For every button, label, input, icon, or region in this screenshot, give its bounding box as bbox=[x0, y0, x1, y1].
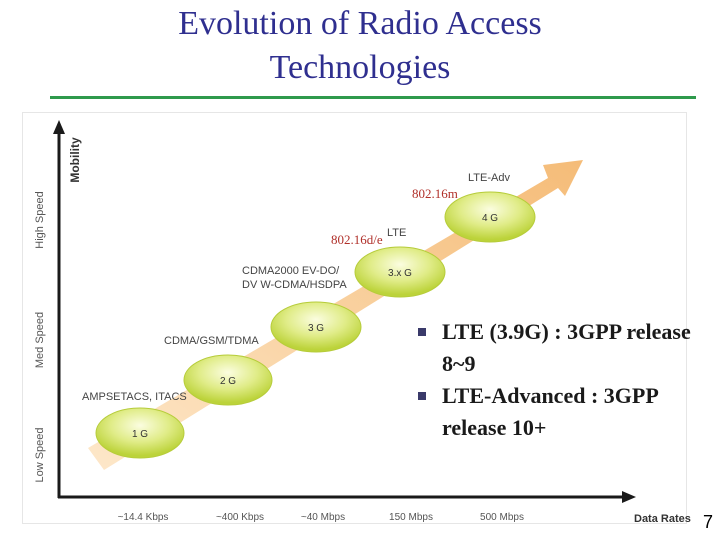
caption-2g: CDMA/GSM/TDMA bbox=[164, 335, 259, 347]
y-level-low: Low Speed bbox=[34, 427, 46, 482]
y-level-med: Med Speed bbox=[34, 312, 46, 368]
bubble-3g-label: 3 G bbox=[308, 323, 324, 334]
bubble-4g-label: 4 G bbox=[482, 213, 498, 224]
slide-title: Evolution of Radio Access Technologies bbox=[0, 2, 720, 90]
x-tick-4: 150 Mbps bbox=[389, 512, 433, 523]
bullet-text-lte-advanced: LTE-Advanced : 3GPP release 10+ bbox=[442, 383, 658, 440]
y-axis-arrowhead bbox=[53, 120, 65, 134]
bubble-3xg-label: 3.x G bbox=[388, 268, 412, 279]
bullet-text-lte: LTE (3.9G) : 3GPP release 8~9 bbox=[442, 319, 691, 376]
caption-1g: AMPSETACS, ITACS bbox=[82, 391, 187, 403]
caption-4g: LTE-Adv bbox=[468, 172, 510, 184]
label-802-16de: 802.16d/e bbox=[331, 232, 383, 247]
title-underline bbox=[50, 96, 696, 99]
bullet-list: LTE (3.9G) : 3GPP release 8~9 LTE-Advanc… bbox=[412, 316, 692, 444]
diagram-frame bbox=[22, 112, 687, 524]
x-tick-5: 500 Mbps bbox=[480, 512, 524, 523]
bullet-item-lte-advanced: LTE-Advanced : 3GPP release 10+ bbox=[412, 380, 692, 444]
caption-3g-line2: DV W-CDMA/HSDPA bbox=[242, 279, 347, 291]
caption-3g-line1: CDMA2000 EV-DO/ bbox=[242, 265, 340, 277]
bubble-1g: 1 G bbox=[95, 407, 185, 459]
bubble-2g: 2 G bbox=[183, 354, 273, 406]
bubble-2g-label: 2 G bbox=[220, 376, 236, 387]
bubble-3xg: 3.x G bbox=[354, 246, 446, 298]
bubble-1g-label: 1 G bbox=[132, 429, 148, 440]
caption-3xg: LTE bbox=[387, 227, 406, 239]
x-axis-arrowhead bbox=[622, 491, 636, 503]
title-line-1: Evolution of Radio Access bbox=[178, 5, 542, 42]
y-axis-title: Mobility bbox=[68, 137, 82, 183]
bullet-item-lte: LTE (3.9G) : 3GPP release 8~9 bbox=[412, 316, 692, 380]
x-tick-2: ~400 Kbps bbox=[216, 512, 264, 523]
bubble-4g: 4 G bbox=[444, 191, 536, 243]
bubble-3g: 3 G bbox=[270, 301, 362, 353]
page-number: 7 bbox=[703, 512, 714, 532]
label-802-16m: 802.16m bbox=[412, 186, 458, 201]
bullet-square-icon bbox=[418, 392, 426, 400]
bullet-square-icon bbox=[418, 328, 426, 336]
x-tick-1: ~14.4 Kbps bbox=[118, 512, 169, 523]
x-axis-title: Data Rates bbox=[634, 513, 691, 525]
title-line-2: Technologies bbox=[269, 49, 451, 86]
x-tick-3: ~40 Mbps bbox=[301, 512, 345, 523]
y-level-high: High Speed bbox=[34, 191, 46, 249]
caption-3g: CDMA2000 EV-DO/ DV W-CDMA/HSDPA bbox=[242, 265, 347, 291]
